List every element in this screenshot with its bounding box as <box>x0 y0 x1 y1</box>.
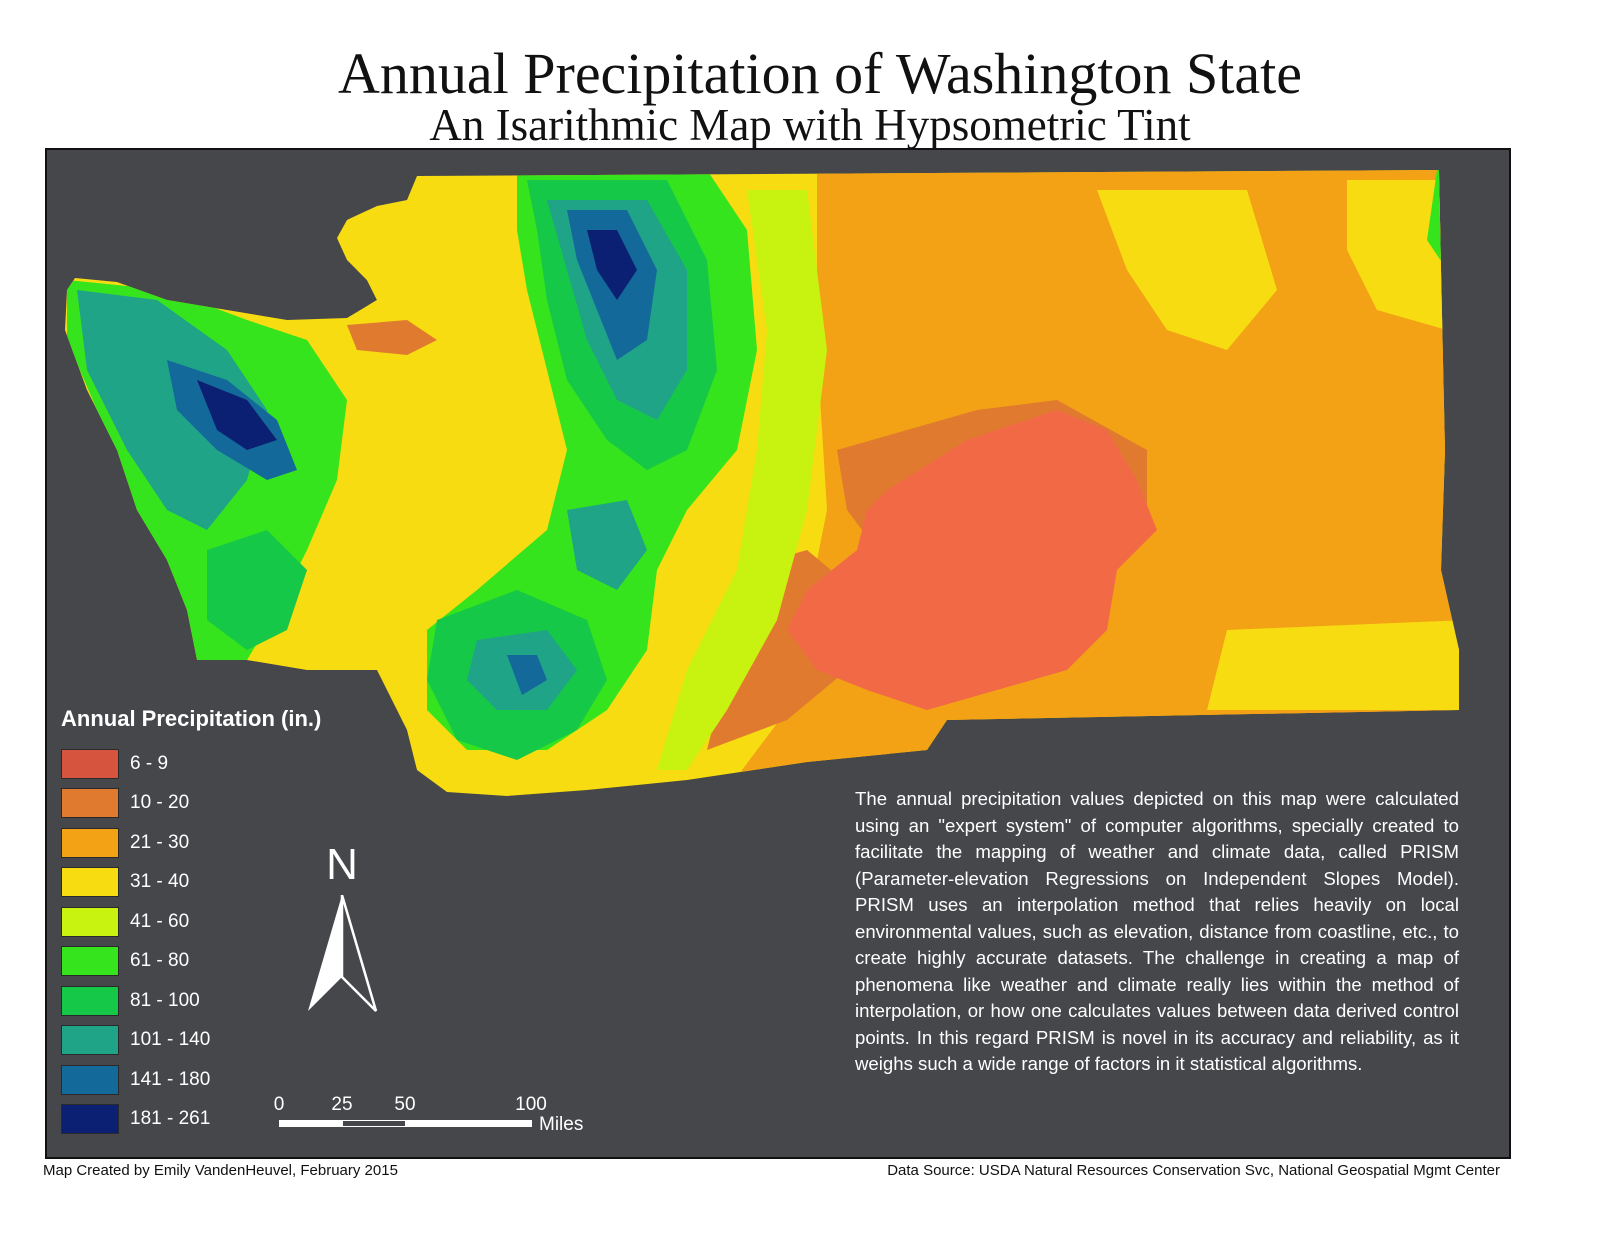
legend-swatch <box>61 827 119 858</box>
legend-swatch <box>61 985 119 1016</box>
legend-label: 31 - 40 <box>130 871 190 893</box>
north-label: N <box>326 840 358 889</box>
scale-tick-0: 0 <box>273 1094 285 1115</box>
legend-items: 6 - 9 10 - 20 21 - 30 31 - 40 41 - 60 61 - 80… <box>61 744 321 1139</box>
legend-swatch <box>61 946 119 977</box>
legend-item: 10 - 20 <box>61 784 321 824</box>
scale-segment-2 <box>342 1120 406 1127</box>
scale-segment-1 <box>279 1120 343 1127</box>
legend-swatch <box>61 906 119 937</box>
legend-swatch <box>61 867 119 898</box>
legend-label: 181 - 261 <box>130 1108 211 1130</box>
legend-item: 141 - 180 <box>61 1060 321 1100</box>
map-frame: Annual Precipitation (in.) 6 - 9 10 - 20 2… <box>45 148 1511 1159</box>
legend-item: 181 - 261 <box>61 1100 321 1140</box>
scale-units: Miles <box>539 1114 584 1135</box>
legend-swatch <box>61 1064 119 1095</box>
legend-label: 101 - 140 <box>130 1029 211 1051</box>
legend-label: 10 - 20 <box>130 792 190 814</box>
legend-label: 41 - 60 <box>130 910 190 932</box>
legend-label: 61 - 80 <box>130 950 190 972</box>
scale-tick-100: 100 <box>515 1094 547 1115</box>
map-subtitle: An Isarithmic Map with Hypsometric Tint <box>429 100 1191 150</box>
legend-item: 21 - 30 <box>61 823 321 863</box>
scale-tick-25: 25 <box>331 1094 353 1115</box>
legend-label: 6 - 9 <box>130 752 169 774</box>
legend-swatch <box>61 1104 119 1135</box>
legend-label: 141 - 180 <box>130 1068 211 1090</box>
legend-swatch <box>61 1025 119 1056</box>
legend-item: 41 - 60 <box>61 902 321 942</box>
legend-item: 31 - 40 <box>61 863 321 903</box>
legend-swatch <box>61 748 119 779</box>
legend-title: Annual Precipitation (in.) <box>61 706 322 731</box>
legend-label: 81 - 100 <box>130 989 200 1011</box>
data-source: Data Source: USDA Natural Resources Cons… <box>887 1162 1500 1179</box>
author-credit: Map Created by Emily VandenHeuvel, Febru… <box>43 1162 398 1179</box>
north-arrow: N <box>302 840 382 1030</box>
legend-item: 81 - 100 <box>61 981 321 1021</box>
north-arrow-icon <box>308 895 378 1012</box>
legend: Annual Precipitation (in.) 6 - 9 10 - 20 2… <box>61 706 321 1139</box>
legend-label: 21 - 30 <box>130 831 190 853</box>
scale-tick-50: 50 <box>394 1094 416 1115</box>
legend-item: 61 - 80 <box>61 942 321 982</box>
scale-segment-3 <box>405 1120 532 1127</box>
map-title: Annual Precipitation of Washington State <box>338 41 1302 106</box>
legend-item: 6 - 9 <box>61 744 321 784</box>
washington-precipitation-map <box>65 170 1459 796</box>
legend-item: 101 - 140 <box>61 1021 321 1061</box>
scale-bar: 0 25 50 100 Miles <box>273 1094 615 1154</box>
legend-swatch <box>61 788 119 819</box>
map-description: The annual precipitation values depicted… <box>855 788 1459 1074</box>
